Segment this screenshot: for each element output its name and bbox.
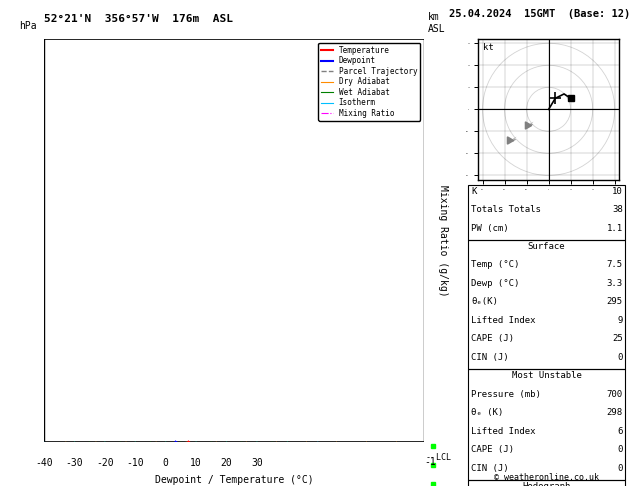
Text: hPa: hPa — [19, 21, 37, 31]
Text: 3.3: 3.3 — [606, 279, 623, 288]
Text: 700: 700 — [606, 390, 623, 399]
Text: CIN (J): CIN (J) — [471, 353, 509, 362]
Text: 10: 10 — [612, 187, 623, 196]
Text: -1: -1 — [424, 457, 436, 467]
Text: CAPE (J): CAPE (J) — [471, 445, 515, 454]
Text: 295: 295 — [606, 297, 623, 307]
Text: kt: kt — [482, 43, 493, 52]
Legend: Temperature, Dewpoint, Parcel Trajectory, Dry Adiabat, Wet Adiabat, Isotherm, Mi: Temperature, Dewpoint, Parcel Trajectory… — [318, 43, 420, 121]
Text: © weatheronline.co.uk: © weatheronline.co.uk — [494, 473, 599, 482]
Text: Mixing Ratio (g/kg): Mixing Ratio (g/kg) — [438, 185, 448, 296]
Text: 7.5: 7.5 — [606, 260, 623, 270]
Text: CIN (J): CIN (J) — [471, 464, 509, 473]
Text: km
ASL: km ASL — [427, 13, 445, 34]
Text: 30: 30 — [251, 458, 263, 469]
Text: K: K — [471, 187, 477, 196]
Text: 0: 0 — [163, 458, 169, 469]
Text: - LCL: - LCL — [426, 453, 451, 462]
Text: Totals Totals: Totals Totals — [471, 205, 542, 214]
Text: 0: 0 — [617, 445, 623, 454]
Text: 9: 9 — [617, 316, 623, 325]
Text: -40: -40 — [35, 458, 53, 469]
Text: Lifted Index: Lifted Index — [471, 427, 536, 436]
Text: -20: -20 — [96, 458, 114, 469]
Text: 25: 25 — [612, 334, 623, 344]
Text: Most Unstable: Most Unstable — [511, 371, 581, 381]
Text: 298: 298 — [606, 408, 623, 417]
Text: Surface: Surface — [528, 242, 565, 251]
Text: θₑ(K): θₑ(K) — [471, 297, 498, 307]
Text: Temp (°C): Temp (°C) — [471, 260, 520, 270]
Text: 38: 38 — [612, 205, 623, 214]
Text: -10: -10 — [126, 458, 144, 469]
Text: Pressure (mb): Pressure (mb) — [471, 390, 542, 399]
Text: Hodograph: Hodograph — [522, 482, 571, 486]
Text: ⚡: ⚡ — [529, 122, 533, 128]
Text: -30: -30 — [65, 458, 83, 469]
Text: 0: 0 — [617, 353, 623, 362]
Text: 25.04.2024  15GMT  (Base: 12): 25.04.2024 15GMT (Base: 12) — [448, 9, 629, 19]
Text: 10: 10 — [190, 458, 202, 469]
Text: Dewp (°C): Dewp (°C) — [471, 279, 520, 288]
Text: 52°21'N  356°57'W  176m  ASL: 52°21'N 356°57'W 176m ASL — [44, 14, 233, 24]
Text: 0: 0 — [617, 464, 623, 473]
Text: Lifted Index: Lifted Index — [471, 316, 536, 325]
Text: 20: 20 — [221, 458, 233, 469]
Text: Dewpoint / Temperature (°C): Dewpoint / Temperature (°C) — [155, 474, 313, 485]
Text: 1.1: 1.1 — [606, 224, 623, 233]
Text: θₑ (K): θₑ (K) — [471, 408, 504, 417]
Text: PW (cm): PW (cm) — [471, 224, 509, 233]
Text: ⚡: ⚡ — [511, 138, 516, 143]
Text: CAPE (J): CAPE (J) — [471, 334, 515, 344]
Text: 6: 6 — [617, 427, 623, 436]
